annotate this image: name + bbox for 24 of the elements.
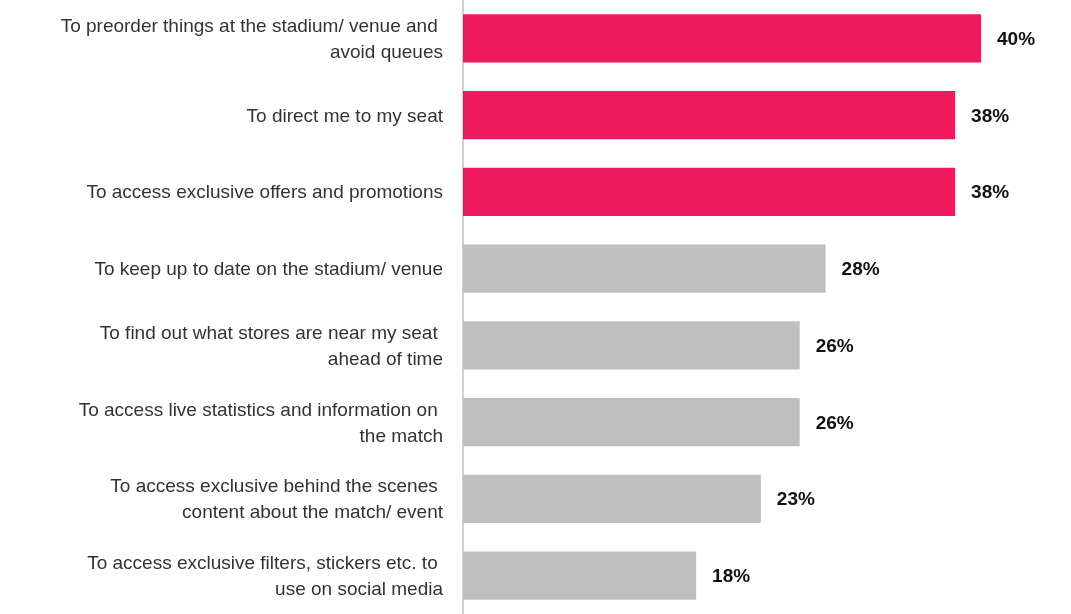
data-label: 38% [971, 181, 1010, 203]
bar [463, 14, 981, 63]
data-label: 18% [712, 565, 751, 587]
y-tick-label: To access live statistics and information on the match [78, 398, 443, 446]
y-tick-label: To direct me to my seat [246, 104, 444, 126]
y-tick-label: To keep up to date on the stadium/ venue [94, 258, 443, 280]
bar [463, 397, 800, 447]
data-label: 28% [841, 258, 880, 280]
y-tick-label: To access exclusive filters, stickers etc. to use on social media [87, 552, 444, 600]
data-label: 23% [776, 488, 815, 510]
bar [463, 90, 956, 140]
y-tick-label: To access exclusive offers and promotions [86, 181, 443, 203]
data-label: 40% [997, 27, 1036, 49]
data-label: 26% [815, 334, 854, 356]
y-tick-label: To preorder things at the stadium/ venue and avoid queues [60, 14, 443, 62]
bar [463, 167, 956, 217]
bar [463, 474, 761, 524]
bar [463, 551, 697, 600]
data-label: 26% [815, 411, 854, 433]
y-tick-label: To access exclusive behind the scenes content about the match/ event [110, 475, 444, 523]
bar [463, 244, 826, 293]
data-label: 38% [971, 104, 1010, 126]
y-tick-label: To find out what stores are near my seat ahead of time [99, 321, 443, 369]
bar [463, 321, 800, 370]
